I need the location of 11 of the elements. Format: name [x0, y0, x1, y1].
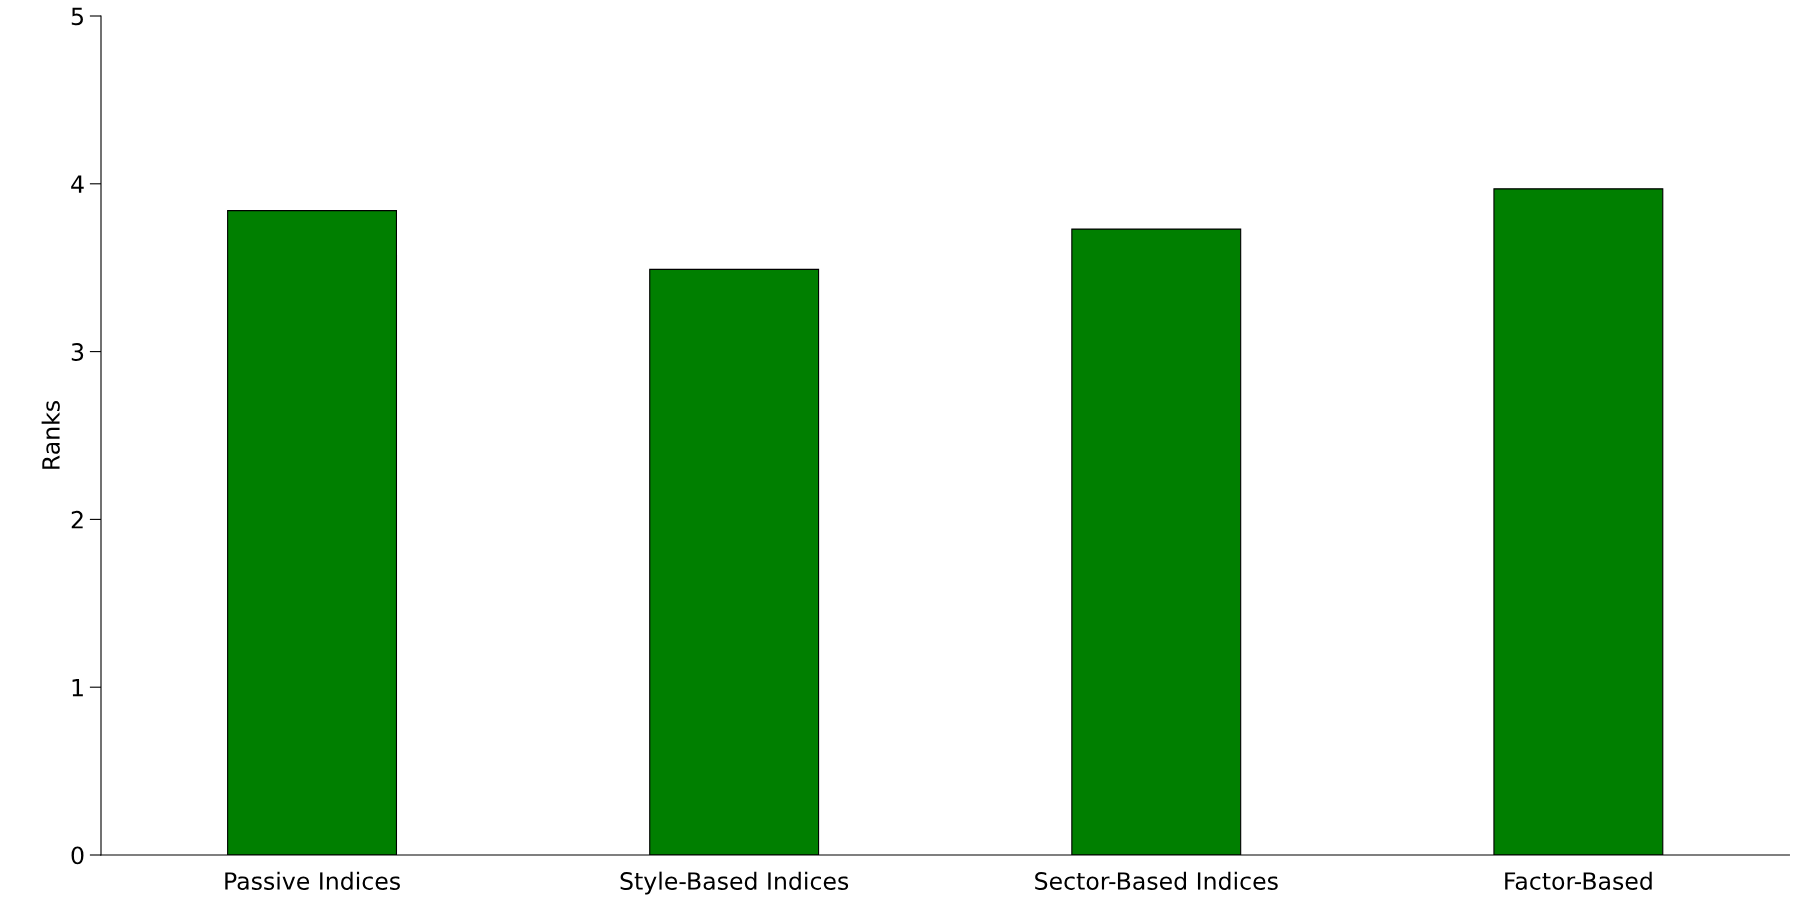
x-tick-label: Factor-Based — [1505, 871, 1652, 890]
y-tick-label: 2 — [71, 510, 83, 529]
y-tick-label: 3 — [71, 343, 84, 361]
y-tick-label: 0 — [71, 846, 84, 865]
y-axis-title: Ranks — [41, 401, 60, 469]
x-tick-label: Passive Indices — [225, 871, 400, 890]
x-tick-label: Style-Based Indices — [620, 871, 849, 895]
y-tick-label: 5 — [71, 7, 83, 26]
y-tick-label: 1 — [72, 678, 83, 697]
x-tick-label: Sector-Based Indices — [1035, 871, 1278, 890]
y-tick-label: 4 — [71, 175, 84, 193]
